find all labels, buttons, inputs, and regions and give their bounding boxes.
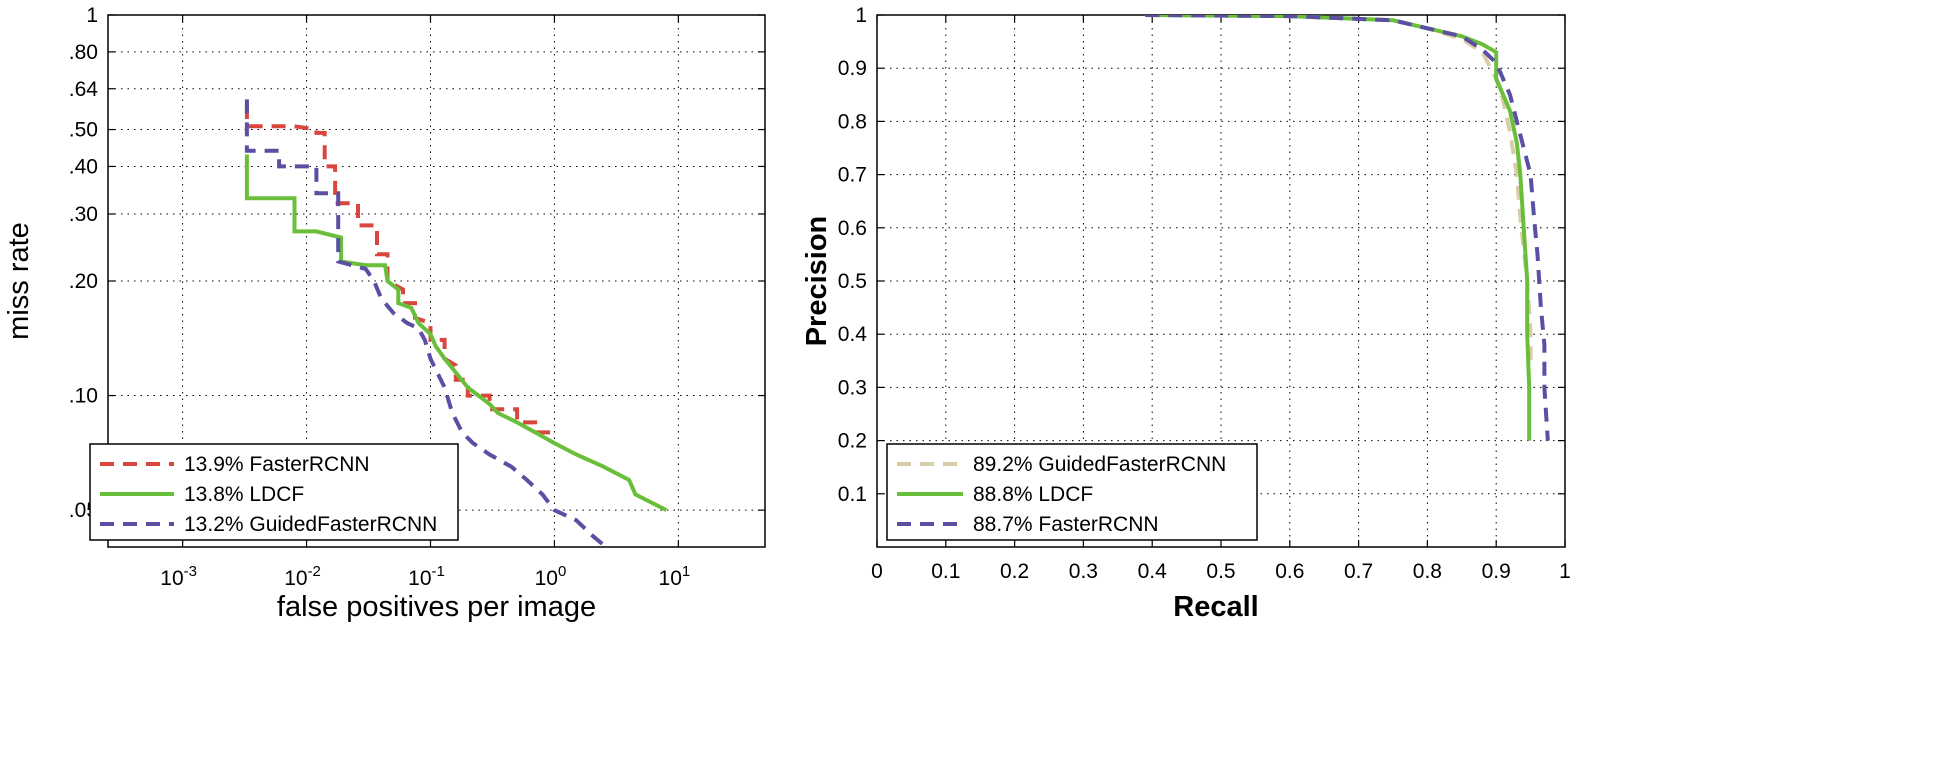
series-line-88-8-ldcf xyxy=(1145,15,1532,441)
precision-recall-chart: 0 0.1 0.2 0.3 0.4 0.5 0.6 0.7 0.8 0.9 1 0.1 0.2 0.3 0.… xyxy=(801,4,1571,623)
y-tick-label: .20 xyxy=(69,270,98,293)
x-tick-label: 0.3 xyxy=(1069,560,1098,583)
x-tick-label: 0.6 xyxy=(1275,560,1304,583)
y-tick-label: 0.1 xyxy=(838,483,867,506)
x-tick-label-base: 10 xyxy=(284,567,307,590)
x-tick-label-exponent: -3 xyxy=(184,563,197,580)
x-tick-label: 10-1 xyxy=(408,563,445,590)
y-tick-label: 0.6 xyxy=(838,217,867,240)
legend-label: 88.7% FasterRCNN xyxy=(973,513,1159,536)
x-tick-label-exponent: -2 xyxy=(308,563,321,580)
y-axis-label: Precision xyxy=(801,216,833,347)
x-axis-label: Recall xyxy=(1173,591,1258,623)
y-tick-label: .80 xyxy=(69,41,98,64)
y-tick-label: 0.2 xyxy=(838,430,867,453)
legend: 13.9% FasterRCNN 13.8% LDCF 13.2% GuidedFa… xyxy=(89,443,459,541)
x-tick-label: 0.9 xyxy=(1482,560,1511,583)
series-line-88-7-fasterrcnn xyxy=(1145,15,1550,441)
miss-rate-chart: 10-3 10-2 10-1 100 101.05.10.20.30.40.50.64.… xyxy=(3,4,766,623)
x-tick-label-base: 10 xyxy=(535,567,558,590)
x-tick-label-exponent: 1 xyxy=(682,563,690,580)
x-tick-label: 101 xyxy=(659,563,691,590)
legend: 89.2% GuidedFasterRCNN 88.8% LDCF 88.7% Fa… xyxy=(886,443,1258,541)
x-tick-label: 10-3 xyxy=(160,563,197,590)
y-tick-label: .64 xyxy=(69,78,99,101)
x-tick-label-base: 10 xyxy=(408,567,431,590)
x-tick-label: 0 xyxy=(871,560,883,583)
legend-label: 13.2% GuidedFasterRCNN xyxy=(184,513,437,536)
series-line-13-2-guidedfasterrcnn xyxy=(244,99,608,547)
x-tick-label-base: 10 xyxy=(659,567,682,590)
y-tick-label: .50 xyxy=(69,119,98,142)
y-tick-label: 0.5 xyxy=(838,270,867,293)
series-line-13-9-fasterrcnn xyxy=(244,105,553,435)
series-line-13-8-ldcf xyxy=(244,154,668,512)
x-tick-label: 0.1 xyxy=(931,560,960,583)
y-tick-label: .40 xyxy=(69,155,98,178)
x-tick-label-exponent: -1 xyxy=(432,563,445,580)
y-tick-label: 0.8 xyxy=(838,110,867,133)
legend-label: 13.9% FasterRCNN xyxy=(184,453,370,476)
x-tick-label: 10-2 xyxy=(284,563,321,590)
x-tick-label: 0.8 xyxy=(1413,560,1442,583)
y-tick-label: 0.9 xyxy=(838,57,867,80)
y-tick-label: 0.4 xyxy=(838,323,868,346)
x-tick-label: 100 xyxy=(535,563,567,590)
x-axis-label: false positives per image xyxy=(277,591,596,623)
y-tick-label: 0.3 xyxy=(838,376,867,399)
x-tick-label-base: 10 xyxy=(160,567,183,590)
legend-label: 13.8% LDCF xyxy=(184,483,304,506)
x-tick-label: 0.2 xyxy=(1000,560,1029,583)
y-tick-label: .10 xyxy=(69,385,98,408)
y-tick-label: 1 xyxy=(855,4,867,27)
series-line-89-2-guidedfasterrcnn xyxy=(1145,15,1533,361)
y-tick-label: 1 xyxy=(86,4,98,27)
x-tick-label: 0.7 xyxy=(1344,560,1373,583)
legend-label: 89.2% GuidedFasterRCNN xyxy=(973,453,1226,476)
x-tick-label: 0.5 xyxy=(1206,560,1235,583)
x-tick-label-exponent: 0 xyxy=(558,563,566,580)
x-tick-label: 0.4 xyxy=(1138,560,1168,583)
legend-label: 88.8% LDCF xyxy=(973,483,1093,506)
y-tick-label: .30 xyxy=(69,203,98,226)
y-tick-label: 0.7 xyxy=(838,164,867,187)
y-axis-label: miss rate xyxy=(3,222,35,340)
x-tick-label: 1 xyxy=(1559,560,1571,583)
